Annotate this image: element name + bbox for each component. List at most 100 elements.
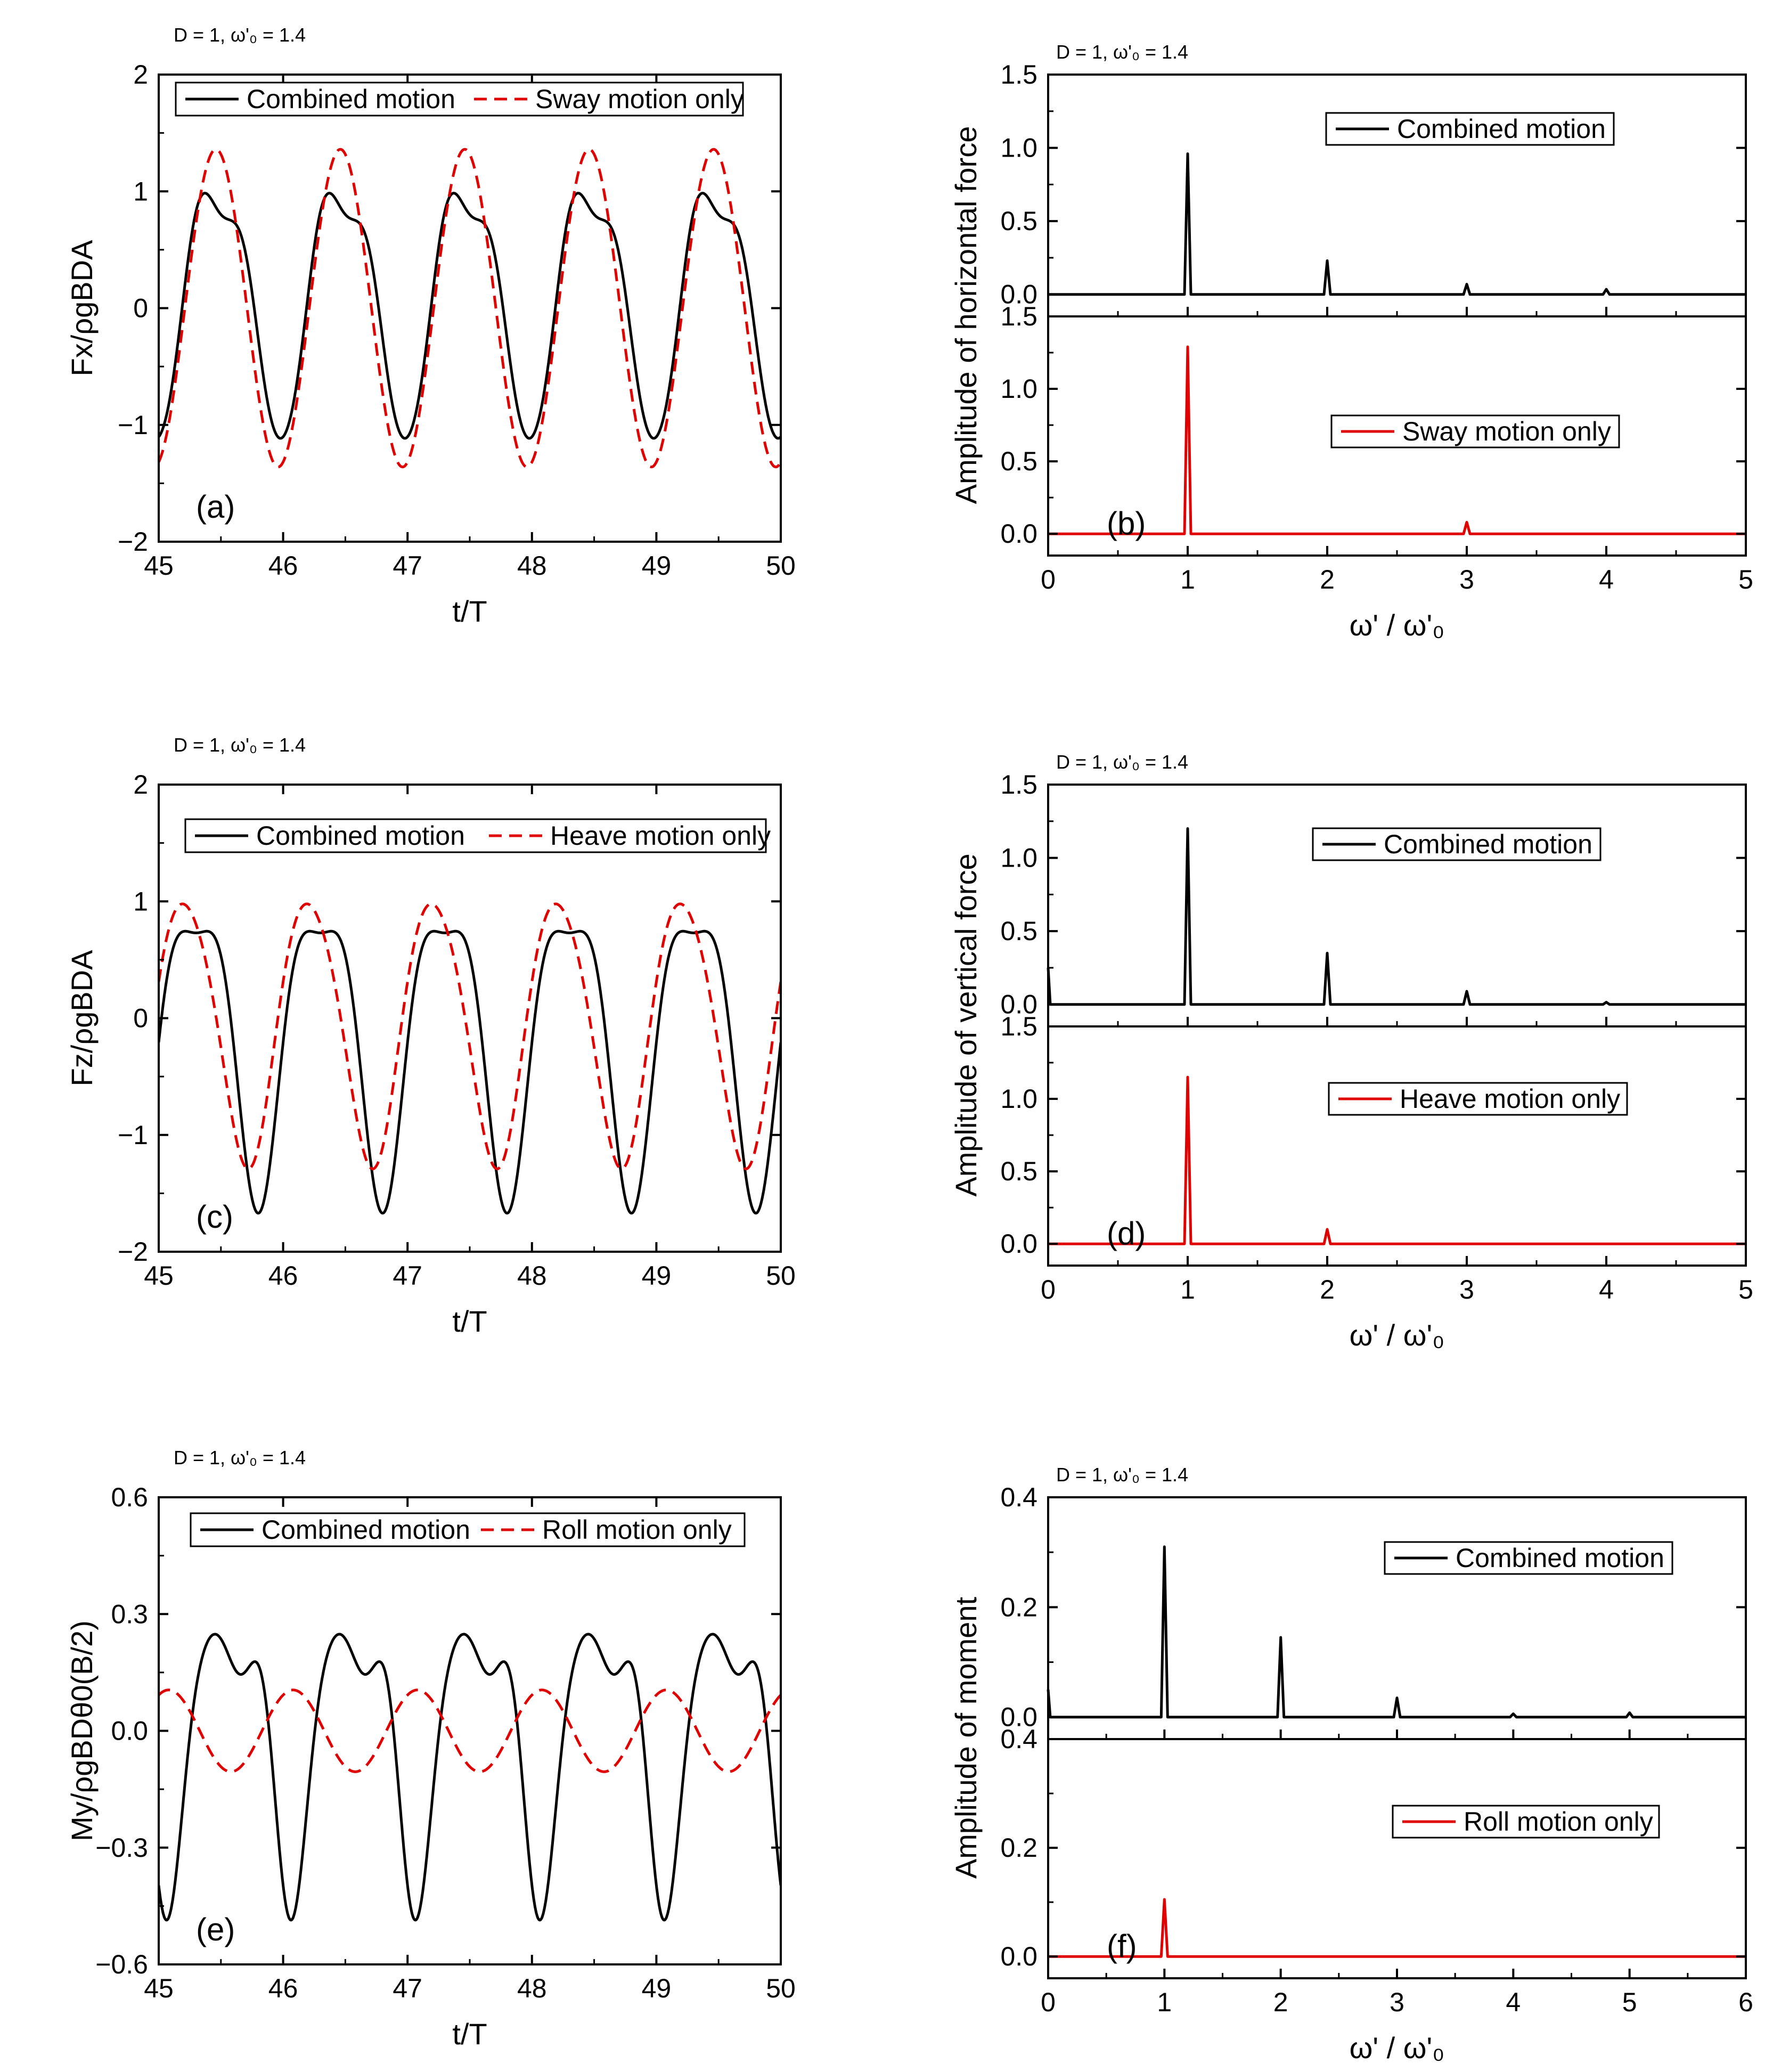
legend-a: Combined motion Sway motion only — [175, 81, 744, 117]
y-tick-label-b: 1.0 — [1000, 374, 1037, 404]
legend-box-c — [184, 818, 767, 853]
x-tick-label-d: 0 — [1041, 1275, 1056, 1304]
y-tick-label-e: 0.0 — [111, 1716, 148, 1746]
subplot-b-bottom: 0.0 0.5 1.0 1.5 Sway motion only — [1000, 301, 1747, 557]
x-axis-title-a: t/T — [452, 594, 487, 628]
y-tick-label-d: 1.5 — [1000, 1011, 1037, 1041]
plot-frame-f — [1047, 1738, 1747, 1979]
legend-label-a: Sway motion only — [535, 84, 744, 114]
series-line-a-single — [159, 148, 781, 469]
panel-c: 45 46 47 48 49 50 −2 −1 0 1 2 t/T Fz/ρgBDA D = 1, ω'₀… — [65, 734, 796, 1338]
panel-label-e: (e) — [196, 1912, 235, 1947]
legend-label-f: Roll motion only — [1464, 1807, 1653, 1837]
x-tick-label-c: 47 — [393, 1261, 422, 1291]
spectrum-line-d-combined — [1047, 827, 1746, 1006]
x-tick-label-c: 50 — [766, 1261, 796, 1291]
spectrum-line-f-single — [1048, 1898, 1746, 1958]
panel-a: 45 46 47 48 49 50 −2 −1 0 1 2 t/T Fx/ρgBDA D = 1, ω'₀… — [65, 24, 796, 628]
x-tick-label-e: 46 — [268, 1973, 298, 2003]
x-axis-title-d: ω' / ω'₀ — [1350, 1318, 1445, 1352]
y-tick-label-d: 0.5 — [1000, 1156, 1037, 1186]
y-tick-label-c: 0 — [133, 1004, 148, 1033]
y-tick-label-d: 0.5 — [1000, 916, 1037, 946]
subplot-b-top: 0.0 0.5 1.0 1.5 Combined motion — [1000, 60, 1747, 317]
legend-label-e: Combined motion — [262, 1515, 470, 1545]
param-label-f: D = 1, ω'₀ = 1.4 — [1056, 1464, 1188, 1486]
y-tick-label-b: 0.0 — [1000, 519, 1037, 549]
panel-d: 0.0 0.5 1.0 1.5 Combined motion 0.0 0.5 1.0 1.5 H… — [949, 751, 1753, 1352]
y-tick-label-f: 0.2 — [1000, 1833, 1037, 1863]
panel-label-b: (b) — [1107, 505, 1146, 541]
x-tick-label-c: 48 — [517, 1261, 547, 1291]
y-tick-label-e: 0.3 — [111, 1599, 148, 1629]
x-tick-label-e: 45 — [144, 1973, 174, 2003]
x-tick-label-f: 0 — [1041, 1987, 1056, 2017]
y-axis-title-e: My/ρgBDθ0(B/2) — [65, 1620, 99, 1841]
x-tick-label-b: 1 — [1180, 565, 1195, 594]
param-label-d: D = 1, ω'₀ = 1.4 — [1056, 751, 1188, 773]
y-tick-label-b: 0.0 — [1000, 280, 1037, 309]
y-tick-label-a: 1 — [133, 176, 148, 206]
spectrum-line-f-combined — [1047, 1545, 1746, 1719]
x-axis-title-b: ω' / ω'₀ — [1350, 608, 1445, 642]
x-tick-label-e: 49 — [642, 1973, 672, 2003]
spectrum-line-d-single — [1048, 1075, 1746, 1245]
series-line-e-single — [159, 1688, 781, 1773]
x-axis-title-e: t/T — [452, 2017, 487, 2051]
x-tick-label-f: 1 — [1157, 1987, 1172, 2017]
series-line-e-combined — [159, 1633, 781, 1922]
y-tick-label-e: −0.6 — [95, 1949, 148, 1979]
y-tick-label-f: 0.4 — [1000, 1482, 1037, 1512]
y-tick-label-a: 2 — [133, 60, 148, 89]
y-tick-label-f: 0.0 — [1000, 1942, 1037, 1971]
legend-label-a: Combined motion — [247, 84, 455, 114]
x-tick-label-a: 46 — [268, 551, 298, 581]
x-tick-label-f: 3 — [1390, 1987, 1404, 2017]
spectrum-line-b-single — [1048, 345, 1746, 535]
series-line-c-combined — [159, 929, 781, 1215]
legend-box-a — [175, 81, 744, 117]
legend-label-c: Heave motion only — [550, 821, 771, 851]
x-axis-title-f: ω' / ω'₀ — [1350, 2031, 1445, 2065]
param-label-b: D = 1, ω'₀ = 1.4 — [1056, 41, 1188, 63]
legend-label-b: Combined motion — [1397, 114, 1606, 144]
y-tick-label-d: 1.0 — [1000, 843, 1037, 873]
x-tick-label-e: 50 — [766, 1973, 796, 2003]
subplot-f-top: 0.0 0.2 0.4 Combined motion — [1000, 1482, 1747, 1740]
x-tick-label-e: 47 — [393, 1973, 422, 2003]
legend-d-top: Combined motion — [1312, 827, 1602, 861]
y-tick-label-c: −2 — [118, 1237, 148, 1267]
legend-label-c: Combined motion — [256, 821, 465, 851]
y-tick-label-b: 1.5 — [1000, 60, 1037, 89]
x-tick-label-b: 2 — [1320, 565, 1335, 594]
x-tick-label-f: 6 — [1738, 1987, 1753, 2017]
legend-label-d: Combined motion — [1384, 829, 1592, 859]
panel-label-f: (f) — [1107, 1928, 1137, 1964]
y-tick-label-e: 0.6 — [111, 1482, 148, 1512]
y-tick-label-a: −2 — [118, 527, 148, 557]
y-axis-title-a: Fx/ρgBDA — [65, 240, 99, 377]
panel-label-d: (d) — [1107, 1216, 1146, 1251]
plot-frame-d — [1047, 784, 1747, 1027]
y-tick-label-c: −1 — [118, 1120, 148, 1150]
legend-c: Combined motion Heave motion only — [184, 818, 771, 853]
x-tick-label-b: 3 — [1459, 565, 1474, 594]
y-tick-label-d: 1.0 — [1000, 1084, 1037, 1114]
x-tick-label-e: 48 — [517, 1973, 547, 2003]
x-tick-label-a: 45 — [144, 551, 174, 581]
subplot-d-top: 0.0 0.5 1.0 1.5 Combined motion — [1000, 770, 1747, 1027]
legend-b-bottom: Sway motion only — [1330, 414, 1620, 448]
panel-label-c: (c) — [196, 1199, 233, 1235]
y-tick-label-f: 0.0 — [1000, 1702, 1037, 1732]
x-tick-label-a: 47 — [393, 551, 422, 581]
x-tick-label-f: 2 — [1273, 1987, 1288, 2017]
y-tick-label-b: 1.0 — [1000, 133, 1037, 163]
spectrum-line-b-combined — [1048, 152, 1746, 296]
param-label-a: D = 1, ω'₀ = 1.4 — [174, 24, 306, 46]
panel-b: 0.0 0.5 1.0 1.5 Combined motion 0.0 0.5 1.0 1.5 S… — [949, 41, 1753, 642]
plot-frame-a — [158, 74, 782, 543]
y-tick-label-c: 1 — [133, 886, 148, 916]
legend-b-top: Combined motion — [1325, 112, 1615, 146]
x-tick-label-c: 46 — [268, 1261, 298, 1291]
